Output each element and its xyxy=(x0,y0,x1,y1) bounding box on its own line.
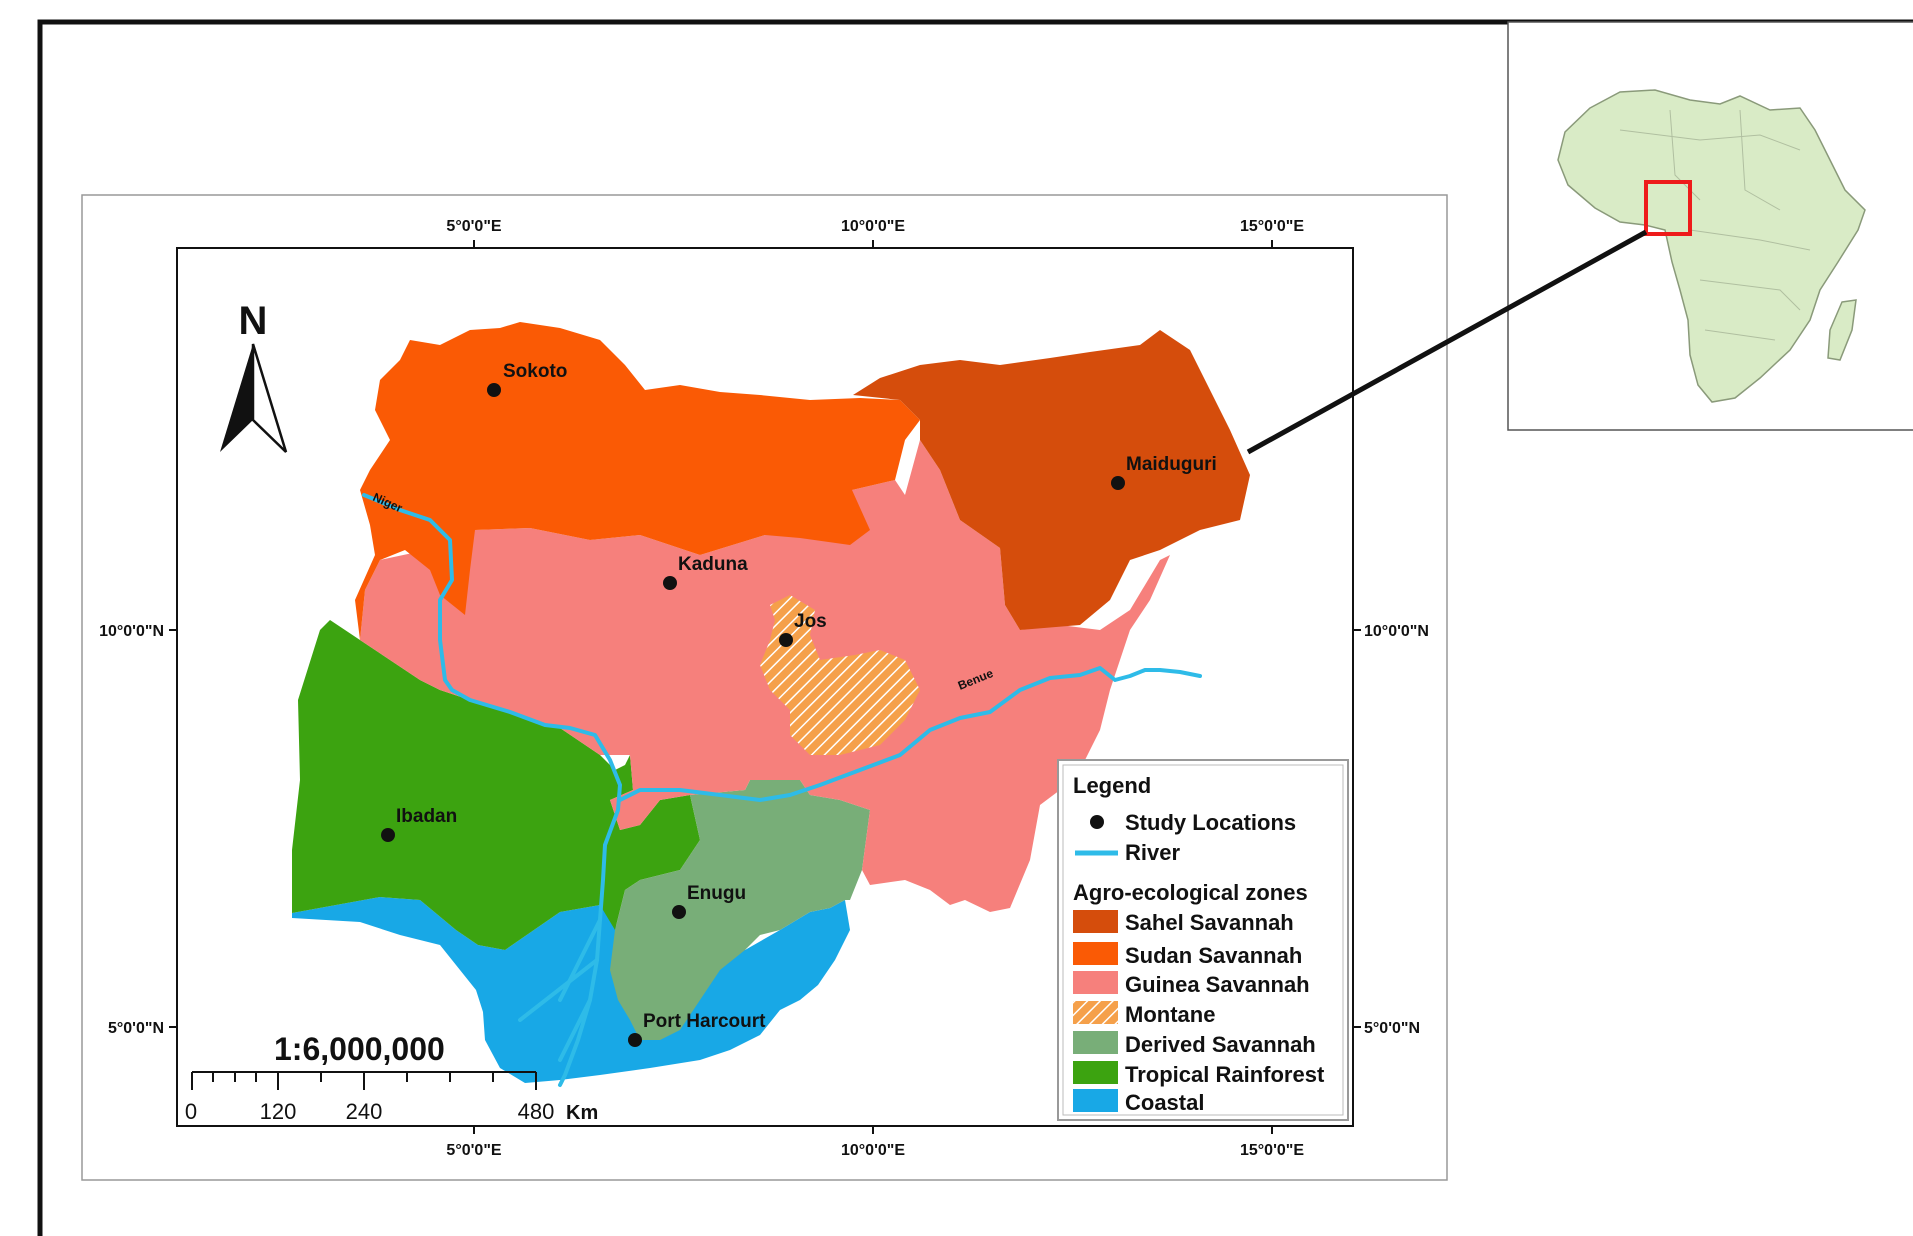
scale-ratio: 1:6,000,000 xyxy=(274,1031,445,1067)
legend-zone-sudan-savannah: Sudan Savannah xyxy=(1125,943,1302,968)
coord-bottom-15e: 15°0'0"E xyxy=(1240,1142,1304,1159)
legend-study-location-symbol xyxy=(1090,815,1104,829)
scale-tick-240: 240 xyxy=(346,1099,383,1124)
map-panel-frame xyxy=(81,194,1448,1181)
graticule-ticks xyxy=(169,240,1361,1134)
legend-title: Legend xyxy=(1073,773,1151,798)
inset-country-borders xyxy=(1619,109,1811,341)
africa-inset xyxy=(1507,21,1913,431)
city-label-enugu: Enugu xyxy=(687,883,746,904)
legend-zone-tropical-rainforest: Tropical Rainforest xyxy=(1125,1062,1325,1087)
city-marker-sokoto xyxy=(487,383,501,397)
north-arrow-right-half xyxy=(251,343,288,453)
north-arrow: N xyxy=(220,299,288,453)
legend-swatch-tropical-rainforest xyxy=(1073,1061,1118,1084)
zone-montane xyxy=(760,595,920,755)
coord-top-10e: 10°0'0"E xyxy=(841,218,905,235)
coord-left-5n: 5°0'0"N xyxy=(108,1020,164,1037)
legend-swatch-guinea-savannah xyxy=(1073,971,1118,994)
legend-zone-coastal: Coastal xyxy=(1125,1090,1204,1115)
rivers xyxy=(362,493,1202,1087)
legend-inner-box xyxy=(1062,764,1344,1116)
legend-zone-derived-savannah: Derived Savannah xyxy=(1125,1032,1316,1057)
north-arrow-left-half xyxy=(220,344,253,452)
coord-left-10n: 10°0'0"N xyxy=(99,623,164,640)
city-marker-kaduna xyxy=(663,576,677,590)
legend: Legend Study Locations River Agro-ecolog… xyxy=(1057,759,1349,1121)
study-locations: Sokoto Maiduguri Kaduna Jos Ibadan Enugu… xyxy=(381,361,1217,1047)
city-label-sokoto: Sokoto xyxy=(503,361,567,382)
city-marker-enugu xyxy=(672,905,686,919)
inset-africa-outline xyxy=(1557,89,1866,403)
city-label-port-harcourt: Port Harcourt xyxy=(643,1011,766,1032)
river-benue xyxy=(618,666,1202,802)
inset-highlight-nigeria xyxy=(1644,180,1692,236)
legend-swatch-coastal xyxy=(1073,1089,1118,1112)
city-label-jos: Jos xyxy=(794,611,827,632)
scale-tick-120: 120 xyxy=(260,1099,297,1124)
zone-derived-savannah xyxy=(610,780,870,1040)
legend-swatch-sahel-savannah xyxy=(1073,910,1118,933)
legend-river: River xyxy=(1125,840,1180,865)
coord-top-5e: 5°0'0"E xyxy=(446,218,501,235)
river-delta-branch xyxy=(518,918,602,1062)
city-label-kaduna: Kaduna xyxy=(678,554,748,575)
zone-tropical-rainforest xyxy=(292,620,700,950)
coord-right-5n: 5°0'0"N xyxy=(1364,1020,1420,1037)
scale-unit: Km xyxy=(566,1102,598,1124)
legend-box xyxy=(1057,759,1349,1121)
north-arrow-label: N xyxy=(239,299,268,343)
scale-tick-0: 0 xyxy=(185,1099,197,1124)
inset-connector-line xyxy=(1246,229,1648,455)
legend-swatch-sudan-savannah xyxy=(1073,942,1118,965)
city-marker-jos xyxy=(779,633,793,647)
legend-zones-title: Agro-ecological zones xyxy=(1073,880,1308,905)
legend-study-locations: Study Locations xyxy=(1125,810,1296,835)
coord-right-10n: 10°0'0"N xyxy=(1364,623,1429,640)
inset-madagascar xyxy=(1827,299,1857,361)
outer-frame xyxy=(37,19,1913,1236)
legend-swatch-derived-savannah xyxy=(1073,1031,1118,1054)
city-marker-ibadan xyxy=(381,828,395,842)
city-label-ibadan: Ibadan xyxy=(396,806,457,827)
legend-zone-guinea-savannah: Guinea Savannah xyxy=(1125,972,1310,997)
coord-bottom-5e: 5°0'0"E xyxy=(446,1142,501,1159)
coord-bottom-10e: 10°0'0"E xyxy=(841,1142,905,1159)
city-label-maiduguri: Maiduguri xyxy=(1126,454,1217,475)
scale-tick-480: 480 xyxy=(518,1099,555,1124)
nigeria-zones xyxy=(292,322,1250,1083)
legend-zone-sahel-savannah: Sahel Savannah xyxy=(1125,910,1294,935)
city-marker-port-harcourt xyxy=(628,1033,642,1047)
zone-sudan-savannah xyxy=(355,322,920,640)
coord-top-15e: 15°0'0"E xyxy=(1240,218,1304,235)
scale-bar xyxy=(191,1071,537,1090)
legend-zone-montane: Montane xyxy=(1125,1002,1215,1027)
legend-swatch-montane xyxy=(1073,1001,1118,1024)
zone-sahel-savannah xyxy=(853,330,1250,630)
city-marker-maiduguri xyxy=(1111,476,1125,490)
